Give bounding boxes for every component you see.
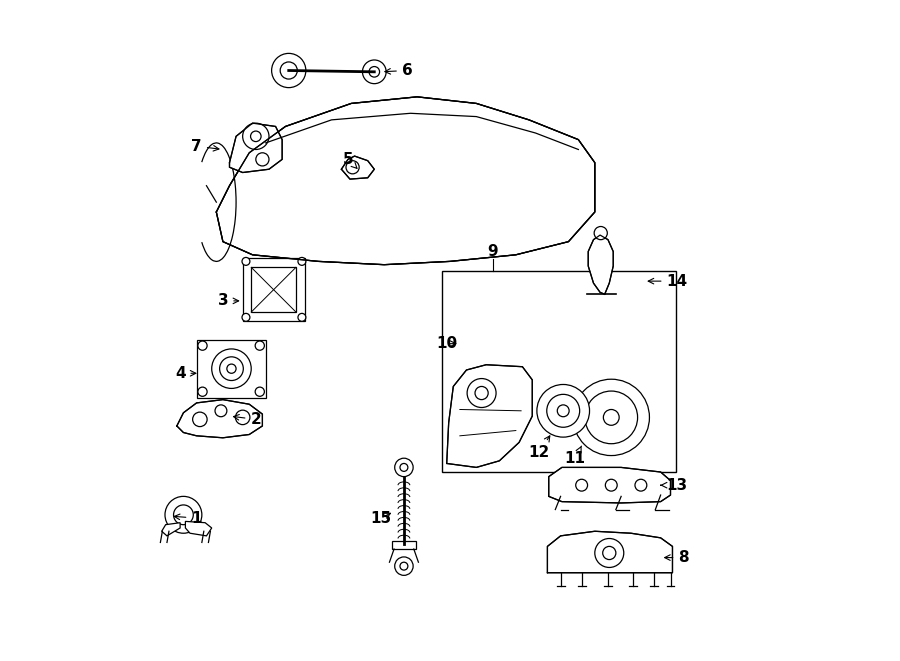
Circle shape <box>165 496 202 533</box>
Bar <box>243 258 305 321</box>
Circle shape <box>475 387 488 400</box>
Text: 4: 4 <box>175 366 196 381</box>
Circle shape <box>595 539 624 567</box>
Bar <box>442 271 676 472</box>
Text: 7: 7 <box>192 139 219 154</box>
Text: 2: 2 <box>233 412 261 427</box>
Circle shape <box>256 341 265 350</box>
Circle shape <box>573 379 650 455</box>
Circle shape <box>395 458 413 477</box>
Circle shape <box>242 257 250 265</box>
Circle shape <box>193 412 207 426</box>
Text: 13: 13 <box>661 478 688 492</box>
Circle shape <box>557 405 569 416</box>
Circle shape <box>298 257 306 265</box>
Text: 12: 12 <box>528 436 550 460</box>
Text: 1: 1 <box>175 510 202 525</box>
Circle shape <box>603 547 616 560</box>
Polygon shape <box>176 400 263 438</box>
Polygon shape <box>547 531 672 572</box>
Circle shape <box>256 153 269 166</box>
Text: 14: 14 <box>648 274 688 289</box>
Circle shape <box>198 387 207 397</box>
Text: 8: 8 <box>665 550 689 565</box>
Polygon shape <box>185 522 211 536</box>
Circle shape <box>363 60 386 84</box>
Polygon shape <box>392 541 416 549</box>
Circle shape <box>242 313 250 321</box>
Circle shape <box>174 505 194 525</box>
Circle shape <box>298 313 306 321</box>
Circle shape <box>603 409 619 425</box>
Polygon shape <box>549 467 670 503</box>
Polygon shape <box>230 123 283 173</box>
Text: 15: 15 <box>370 510 392 525</box>
Circle shape <box>594 227 608 240</box>
Circle shape <box>227 364 236 373</box>
Circle shape <box>606 479 617 491</box>
Circle shape <box>400 563 408 570</box>
Circle shape <box>256 387 265 397</box>
Circle shape <box>547 395 580 427</box>
Circle shape <box>400 463 408 471</box>
Text: 10: 10 <box>436 336 457 351</box>
Circle shape <box>243 123 269 149</box>
Text: 6: 6 <box>385 63 412 78</box>
Circle shape <box>212 349 251 389</box>
Circle shape <box>635 479 647 491</box>
Bar <box>196 340 266 398</box>
Circle shape <box>215 405 227 416</box>
Polygon shape <box>162 523 180 536</box>
Circle shape <box>198 341 207 350</box>
Circle shape <box>236 410 250 424</box>
Circle shape <box>250 131 261 141</box>
Circle shape <box>346 161 359 174</box>
Circle shape <box>537 385 590 437</box>
Circle shape <box>272 54 306 88</box>
Circle shape <box>280 62 297 79</box>
Text: 9: 9 <box>488 244 498 259</box>
Circle shape <box>369 67 380 77</box>
Circle shape <box>467 379 496 408</box>
Circle shape <box>395 557 413 575</box>
Text: 5: 5 <box>343 152 357 169</box>
Polygon shape <box>446 365 532 467</box>
Polygon shape <box>341 156 374 179</box>
Bar <box>251 267 296 312</box>
Circle shape <box>585 391 637 444</box>
Text: 3: 3 <box>218 293 238 309</box>
Circle shape <box>576 479 588 491</box>
Polygon shape <box>589 235 613 294</box>
Circle shape <box>220 357 243 381</box>
Text: 11: 11 <box>564 446 586 467</box>
Polygon shape <box>216 97 595 264</box>
